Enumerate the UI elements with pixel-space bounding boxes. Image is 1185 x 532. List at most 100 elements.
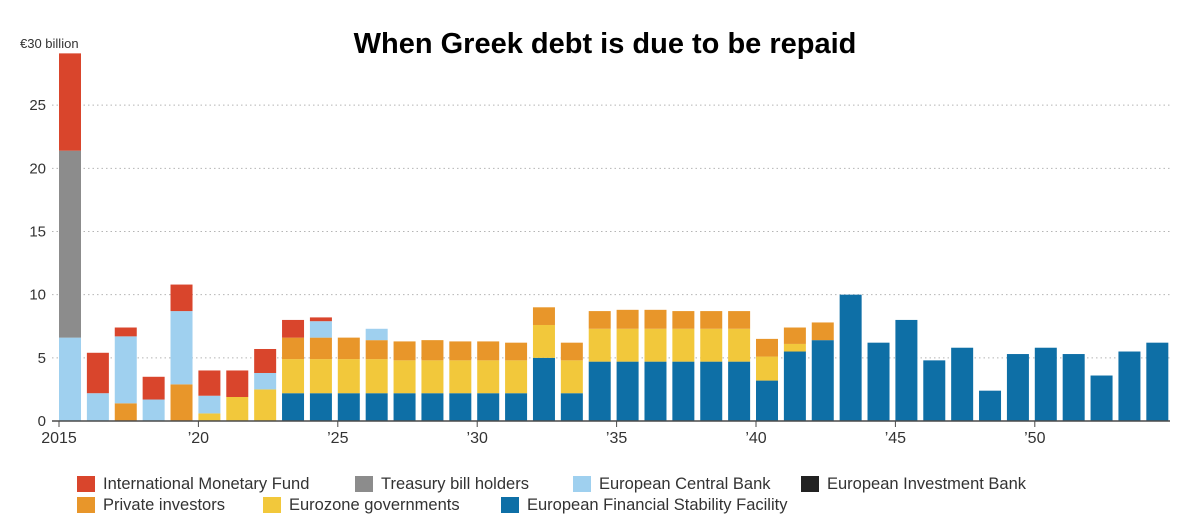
bar-segment	[811, 340, 834, 421]
bar-segment	[477, 393, 500, 421]
legend-item-treasury: Treasury bill holders	[355, 475, 573, 494]
bar-segment	[728, 311, 751, 329]
bar-segment	[644, 309, 667, 329]
bar-segment	[365, 359, 388, 394]
bar-segment	[86, 352, 109, 394]
legend-label: Private investors	[103, 495, 225, 514]
bar-segment	[811, 322, 834, 341]
bar-segment	[1006, 354, 1029, 421]
bar-segment	[309, 321, 332, 338]
bar-segment	[560, 342, 583, 361]
bar-segment	[393, 393, 416, 421]
bar-segment	[588, 361, 611, 421]
bar-segment	[644, 328, 667, 362]
bar-segment	[282, 337, 305, 360]
y-tick-label: 10	[29, 287, 46, 304]
bar-segment	[393, 360, 416, 394]
bar-segment	[365, 340, 388, 360]
bar-segment	[672, 311, 695, 329]
bar-segment	[254, 389, 277, 421]
bar-segment	[560, 360, 583, 394]
x-tick-label: ’30	[467, 430, 488, 447]
bar-segment	[421, 360, 444, 394]
bar-segment	[923, 360, 946, 421]
legend-swatch-eurozone	[263, 497, 281, 513]
legend-swatch-treasury	[355, 476, 373, 492]
x-tick-labels: 2015 ’20 ’25 ’30 ’35 ’40 ’45 ’50	[41, 421, 1046, 447]
bar-segment	[309, 359, 332, 394]
x-tick-label: ’50	[1024, 430, 1045, 447]
bar-segment	[616, 328, 639, 362]
y-tick-label: 25	[29, 97, 46, 114]
bar-segment	[254, 372, 277, 390]
bar-segment	[114, 327, 137, 337]
bar-segment	[1062, 354, 1085, 421]
legend: International Monetary Fund Treasury bil…	[77, 474, 1177, 516]
legend-swatch-ecb	[573, 476, 591, 492]
x-tick-label: ’20	[188, 430, 209, 447]
bar-segment	[756, 380, 778, 421]
bar-segment	[142, 376, 165, 400]
bar-segment	[170, 384, 193, 421]
bar-segment	[142, 399, 165, 421]
bar-segment	[449, 360, 472, 394]
bar-segment	[114, 336, 137, 404]
bar-segment	[505, 360, 528, 394]
y-tick-label: 15	[29, 224, 46, 241]
legend-item-eurozone: Eurozone governments	[263, 496, 501, 515]
legend-label: Treasury bill holders	[381, 474, 529, 493]
bar-segment	[170, 284, 193, 312]
bar-segment	[728, 361, 751, 421]
legend-item-private: Private investors	[77, 496, 263, 515]
bar-segment	[700, 328, 723, 362]
bar-segment	[505, 342, 528, 361]
x-tick-label: ’35	[606, 430, 627, 447]
x-tick-label: ’45	[885, 430, 906, 447]
bar-segment	[337, 359, 360, 394]
stacked-bar-chart: 0 5 10 15 20 25 2015 ’20 ’25 ’30 ’35 ’40 ’45 ’50 €30…	[20, 28, 1170, 447]
bar-segment	[895, 319, 918, 421]
y-tick-label: 0	[38, 413, 46, 430]
bar-segment	[226, 370, 249, 397]
x-tick-label: ’25	[327, 430, 348, 447]
x-tick-label: ’40	[745, 430, 766, 447]
bar-segment	[783, 327, 806, 344]
legend-label: International Monetary Fund	[103, 474, 310, 493]
legend-swatch-efsf	[501, 497, 519, 513]
bar-segment	[393, 341, 416, 361]
bar-segment	[86, 393, 109, 421]
bar-segment	[700, 311, 723, 329]
bar-segment	[449, 393, 472, 421]
bar-segment	[170, 311, 193, 385]
bar-segment	[1090, 375, 1113, 421]
bar-segment	[839, 294, 862, 421]
bar-segment	[532, 357, 555, 421]
y-tick-label: 5	[38, 350, 46, 367]
bar-segment	[337, 393, 360, 421]
legend-item-ecb: European Central Bank	[573, 475, 801, 494]
legend-swatch-private	[77, 497, 95, 513]
bar-segment	[282, 319, 305, 338]
gridlines	[52, 104, 1170, 359]
bar-segment	[505, 393, 528, 421]
bar-segment	[783, 351, 806, 421]
bar-segment	[226, 396, 249, 421]
bar-segment	[672, 361, 695, 421]
bar-segment	[672, 328, 695, 362]
bar-segment	[477, 341, 500, 361]
bar-segment	[616, 309, 639, 329]
bar-segment	[198, 395, 221, 414]
bar-segment	[951, 347, 974, 421]
bar-segment	[1034, 347, 1057, 421]
bar-segment	[282, 393, 305, 421]
legend-row: Private investors Eurozone governments E…	[77, 495, 1177, 515]
bar-segment	[616, 361, 639, 421]
bar-segment	[756, 356, 778, 381]
legend-row: International Monetary Fund Treasury bil…	[77, 474, 1177, 494]
bar-segment	[532, 324, 555, 358]
y-tick-label: 20	[29, 160, 46, 177]
bar-segment	[198, 370, 221, 396]
bar-segment	[282, 359, 305, 394]
bar-segment	[644, 361, 667, 421]
legend-item-imf: International Monetary Fund	[77, 475, 355, 494]
